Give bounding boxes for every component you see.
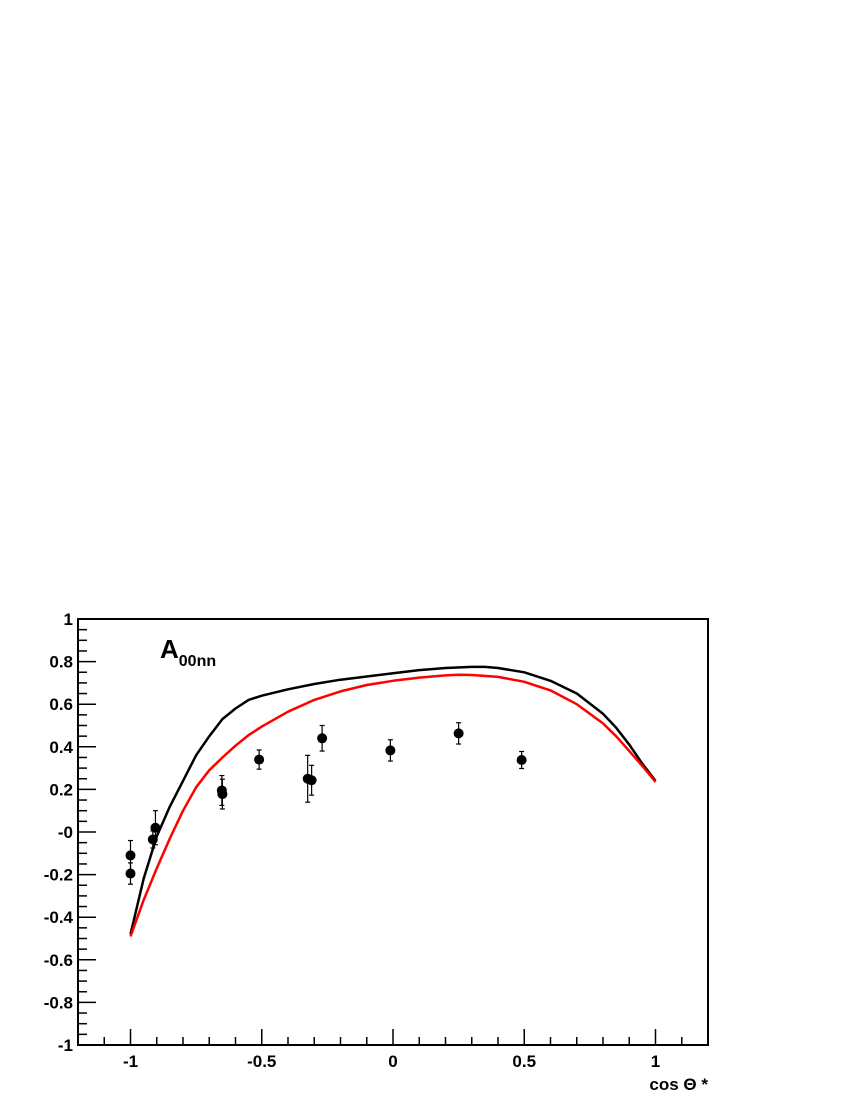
data-point xyxy=(385,745,396,756)
plot-frame xyxy=(77,618,709,1046)
panel-label-main: A xyxy=(160,634,179,664)
y-tick-label: 0.2 xyxy=(49,780,73,799)
x-tick-label: -0.5 xyxy=(247,1052,276,1071)
y-tick-label: 0.8 xyxy=(49,653,73,672)
panel-label: A00nn xyxy=(160,634,216,670)
x-tick-label: 0 xyxy=(388,1052,397,1071)
y-tick-labels: -1 -0.8 -0.6 -0.4 -0.2 -0 0.2 0.4 0.6 0.8 1 xyxy=(44,610,74,1055)
data-point xyxy=(150,822,161,833)
data-point xyxy=(516,755,527,766)
y-tick-label: -0.6 xyxy=(44,951,73,970)
y-tick-label: 0.4 xyxy=(49,738,73,757)
x-tick-label: 1 xyxy=(651,1052,660,1071)
y-tick-label: -0.8 xyxy=(44,993,73,1012)
data-point xyxy=(254,754,265,765)
data-point xyxy=(217,789,228,800)
y-tick-label: 1 xyxy=(64,610,73,629)
x-tick-label: 0.5 xyxy=(512,1052,536,1071)
y-tick-label: -0.2 xyxy=(44,866,73,885)
data-point xyxy=(453,728,464,739)
data-point xyxy=(306,775,317,786)
data-point xyxy=(317,733,328,744)
red-model-curve xyxy=(129,673,657,937)
data-point xyxy=(125,868,136,879)
model-curves xyxy=(129,665,657,937)
x-axis-title: cos Θ * xyxy=(649,1075,708,1094)
y-tick-label: -0.4 xyxy=(44,908,74,927)
x-tick-label: -1 xyxy=(123,1052,138,1071)
data-point xyxy=(147,834,158,845)
data-point xyxy=(125,850,136,861)
axis-ticks xyxy=(77,618,709,1046)
y-tick-label: -1 xyxy=(58,1036,73,1055)
x-tick-labels: -1 -0.5 0 0.5 1 xyxy=(123,1052,660,1071)
y-tick-label: 0.6 xyxy=(49,695,73,714)
y-tick-label: -0 xyxy=(58,823,73,842)
panel-label-subscript: 00nn xyxy=(179,653,216,670)
black-model-curve xyxy=(129,665,657,935)
data-points xyxy=(125,722,527,885)
